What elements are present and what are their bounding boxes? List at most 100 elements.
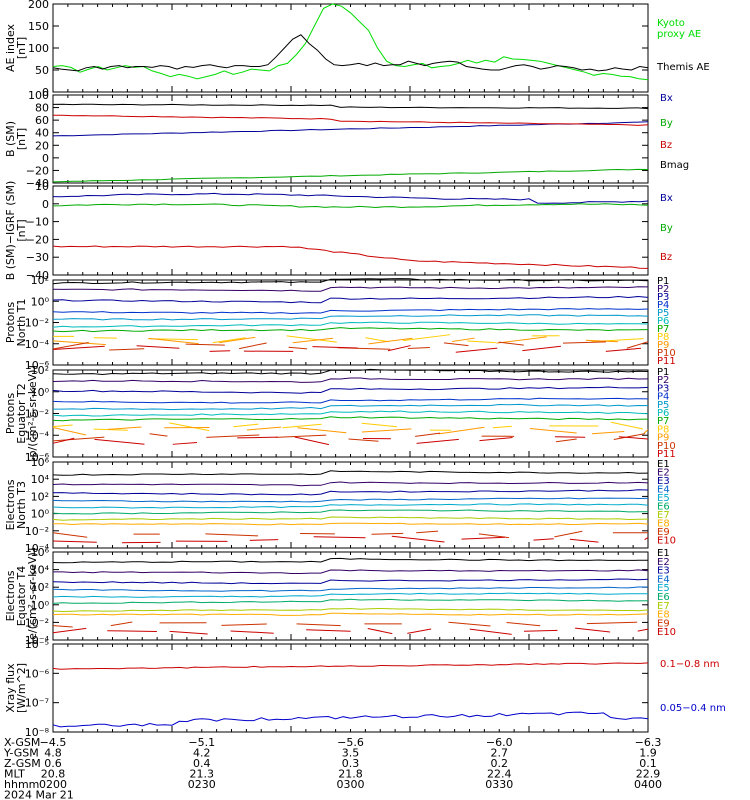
series-segment-p8 [467,340,496,344]
series-segment-p9 [219,336,256,344]
legend-p10: P10 [657,441,676,452]
series-segment-p10 [275,434,327,438]
y-tick-label: 10⁻² [25,616,49,629]
series-line-p5 [53,403,649,411]
series-segment-e10 [644,537,649,541]
series-segment-e10 [533,538,554,541]
legend-e2: E2 [657,557,670,568]
y-tick-label: 0 [42,152,49,165]
y-axis-label: Electrons [4,479,17,530]
legend-p4: P4 [657,300,669,311]
series-segment-e9 [448,621,491,627]
y-tick-label: 0 [42,86,49,99]
y-tick-label: 10⁻⁶ [25,667,50,680]
y-tick-label: 100 [28,89,49,102]
y-tick-label: 10⁴ [31,564,50,577]
series-line-e1 [52,557,649,564]
series-segment-e10 [52,627,87,634]
y-tick-label: 10 [35,180,49,193]
series-segment-e10 [407,628,432,634]
ephemeris-label: MLT [4,768,25,781]
legend-p9: P9 [657,433,669,444]
legend-p3: P3 [657,383,669,394]
series-segment-p10 [498,341,524,346]
series-segment-p11 [416,438,459,444]
y-tick-label: −40 [26,177,49,190]
ephemeris-value: −5.1 [188,736,215,749]
y-tick-label: 10⁻⁸ [25,726,50,739]
y-axis-label: Protons [4,393,17,434]
series-segment-p10 [149,433,168,437]
series-segment-e10 [637,628,649,632]
legend-p9: P9 [657,340,669,351]
series-segment-p9 [496,336,547,344]
series-segment-p9 [362,428,412,433]
series-line-p4 [52,308,649,315]
ephemeris-label: Z-GSM [4,757,41,770]
series-line-bz [52,245,649,269]
series-segment-p9 [585,339,619,343]
series-line-e7 [52,607,649,613]
legend-e3: E3 [657,566,670,577]
legend-p4: P4 [657,392,669,403]
ephemeris-value: 4.2 [193,747,211,760]
series-segment-p11 [479,437,513,442]
ephemeris-value: 0300 [337,778,365,791]
legend-e1: E1 [657,548,670,559]
series-line-e8 [52,522,649,526]
series-line-e2 [53,569,649,574]
series-segment-p11 [605,347,642,352]
ephemeris-value: 0.2 [491,757,509,770]
y-axis-label: North T1 [15,299,28,347]
y-axis-label: Equator T2 [15,383,28,443]
ephemeris-value: −4.5 [40,736,67,749]
series-segment-p11 [312,346,358,349]
series-segment-p10 [52,342,89,350]
y-tick-label: 10⁰ [31,508,50,521]
series-segment-p10 [415,432,441,437]
y-tick-label: −40 [26,269,49,282]
y-tick-label: 10² [31,581,49,594]
ephemeris-value: 0400 [634,778,662,791]
ephemeris-value: 3.5 [342,747,360,760]
y-tick-label: 10⁻² [25,408,49,421]
y-tick-label: −20 [26,164,49,177]
series-line-p3 [52,386,649,394]
ephemeris-value: −6.3 [635,736,662,749]
legend-e9: E9 [657,527,670,538]
series-line-e6 [52,509,648,515]
legend-p2: P2 [657,375,669,386]
ephemeris-value: 0230 [188,778,216,791]
series-segment-p11 [455,347,498,353]
legend-e9: E9 [657,618,670,629]
series-segment-e9 [416,530,439,534]
series-segment-e9 [296,623,341,627]
ephemeris-value: 0.3 [342,757,360,770]
series-line-p2 [52,286,649,292]
y-axis-label: [nT] [15,219,28,241]
legend-themis-ae: Themis AE [656,62,710,73]
legend-p8: P8 [657,424,669,435]
series-segment-e10 [306,629,351,632]
series-segment-p10 [109,348,145,351]
series-segment-p9 [438,426,485,435]
y-axis-label: B (SM) [4,121,17,157]
series-segment-e10 [524,629,558,632]
series-line-e5 [52,503,649,509]
series-segment-e9 [52,625,73,628]
series-line-p1 [52,368,649,376]
series-line-p4 [52,397,649,404]
legend-e8: E8 [657,610,670,621]
series-segment-e10 [461,536,506,540]
series-segment-p10 [348,438,379,442]
legend-p11: P11 [657,449,676,460]
y-tick-label: 100 [28,42,49,55]
y-tick-label: 20 [35,139,49,152]
y-axis-label: [e/(cm²-s-sr-keV)] [26,548,39,644]
series-segment-p10 [185,343,225,346]
legend-p6: P6 [657,316,669,327]
y-tick-label: 10⁻⁷ [25,697,49,710]
legend-p7: P7 [657,324,669,335]
legend-p5: P5 [657,400,669,411]
y-tick-label: 150 [28,20,49,33]
